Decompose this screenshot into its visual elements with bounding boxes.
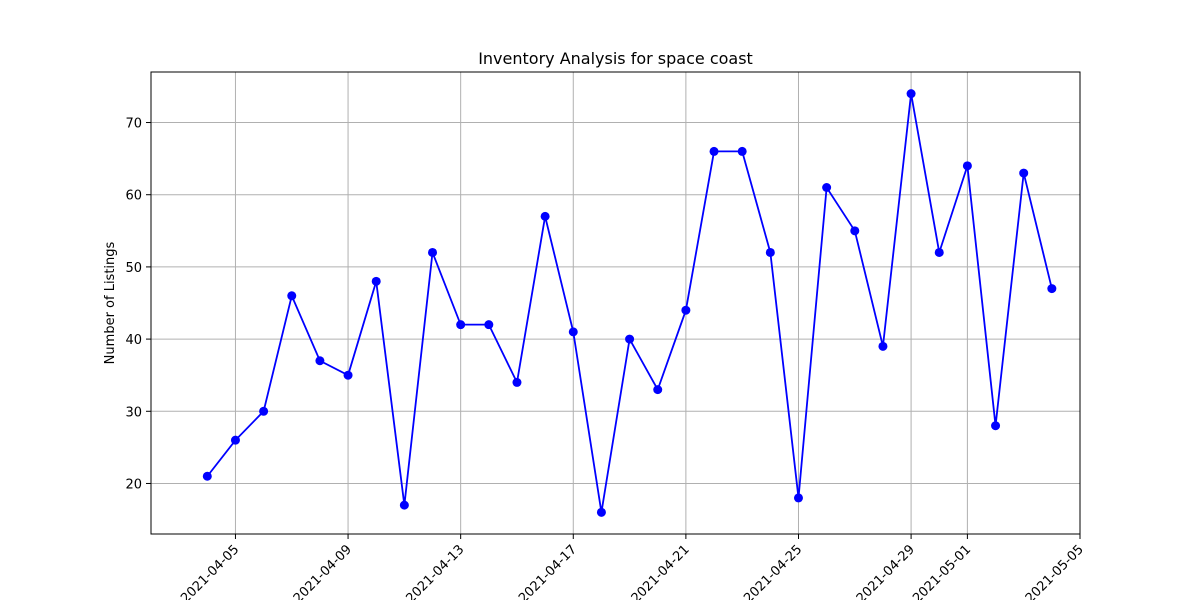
y-tick-label: 70 <box>125 117 142 132</box>
series-layer <box>202 89 1057 517</box>
y-tick-label: 20 <box>125 477 142 492</box>
data-point <box>822 183 832 192</box>
y-axis-label: Number of Listings <box>103 241 118 364</box>
y-tick-label: 30 <box>125 405 142 420</box>
data-point <box>653 385 663 395</box>
data-point <box>315 356 325 366</box>
data-point <box>456 320 466 330</box>
data-point <box>709 146 719 156</box>
data-point <box>287 291 297 301</box>
data-point <box>568 327 578 337</box>
data-point <box>202 471 212 481</box>
data-point <box>512 377 522 387</box>
data-point <box>343 370 353 380</box>
data-point <box>906 89 916 99</box>
data-point <box>625 334 635 344</box>
data-point <box>540 211 550 221</box>
data-point <box>1047 284 1057 294</box>
data-point <box>793 493 803 503</box>
data-point <box>962 161 972 171</box>
data-point <box>484 320 494 330</box>
data-point <box>878 341 888 351</box>
data-point <box>737 146 747 156</box>
chart-title: Inventory Analysis for space coast <box>478 49 753 68</box>
data-point <box>934 247 944 257</box>
data-point <box>991 421 1001 431</box>
data-point <box>230 435 240 445</box>
data-point <box>399 500 409 510</box>
y-tick-label: 40 <box>125 333 142 348</box>
data-point <box>765 247 775 257</box>
data-point <box>371 276 381 286</box>
data-point <box>850 226 860 236</box>
data-point <box>259 406 269 416</box>
data-point <box>1019 168 1029 178</box>
plot-frame <box>150 71 1081 535</box>
y-tick-label: 50 <box>125 261 142 276</box>
data-point <box>596 507 606 517</box>
data-point <box>428 247 438 257</box>
data-point <box>681 305 691 315</box>
y-tick-label: 60 <box>125 189 142 204</box>
